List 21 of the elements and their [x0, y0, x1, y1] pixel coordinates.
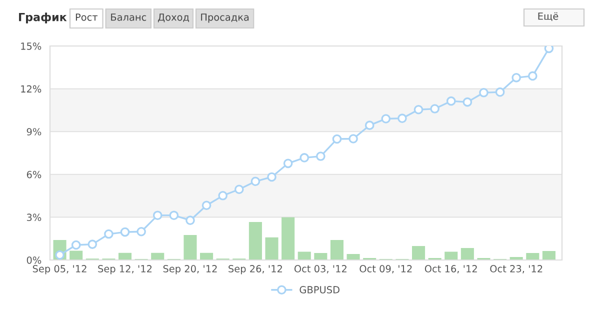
text: Рост — [76, 14, 98, 21]
y-tick-label: 6% — [26, 170, 42, 178]
x-tick-label: Oct 16, '12 — [424, 265, 477, 274]
y-tick-label: 15% — [21, 42, 42, 50]
x-tick-label: Sep 12, '12 — [98, 265, 152, 274]
text: Просадка — [201, 14, 249, 23]
x-tick-label: Oct 23, '12 — [490, 265, 542, 274]
y-tick-label: 3% — [26, 214, 42, 222]
x-tick-label: Oct 09, '12 — [360, 265, 412, 274]
text: Баланс — [111, 14, 146, 21]
chart-title: График — [19, 12, 67, 24]
x-tick-label: Sep 20, '12 — [163, 265, 217, 274]
legend-label: GBPUSD — [300, 286, 340, 294]
x-tick-label: Sep 05, '12 — [32, 265, 86, 274]
y-tick-label: 12% — [21, 85, 42, 93]
text: Ещё — [538, 12, 558, 22]
x-tick-label: Oct 03, '12 — [294, 265, 346, 274]
y-tick-label: 0% — [26, 256, 42, 264]
x-tick-label: Sep 26, '12 — [228, 265, 282, 274]
text: Доход — [158, 14, 189, 22]
y-tick-label: 9% — [26, 128, 42, 136]
